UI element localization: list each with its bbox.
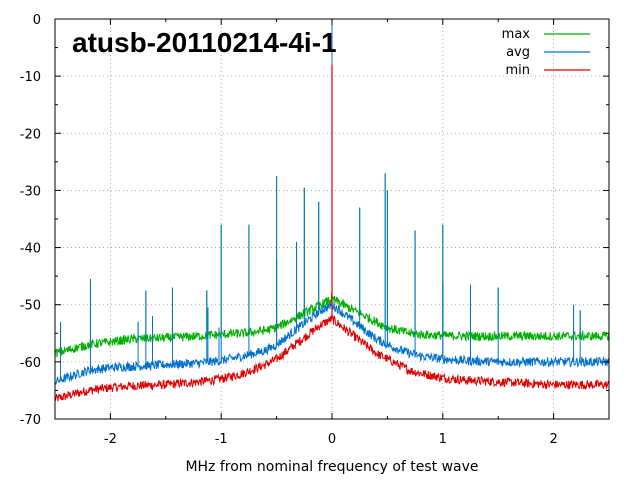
series-line-min bbox=[54, 314, 610, 402]
y-tick-label: -70 bbox=[20, 413, 41, 428]
x-axis-label: MHz from nominal frequency of test wave bbox=[185, 459, 478, 475]
y-tick-label: -30 bbox=[20, 184, 41, 199]
legend-label-max: max bbox=[502, 27, 531, 42]
y-tick-label: -10 bbox=[20, 70, 41, 85]
y-tick-label: -20 bbox=[20, 127, 41, 142]
y-tick-label: -50 bbox=[20, 299, 41, 314]
legend-label-avg: avg bbox=[506, 45, 530, 60]
x-tick-label: 2 bbox=[549, 432, 557, 447]
y-tick-label: -40 bbox=[20, 242, 41, 257]
chart-title: atusb-20110214-4i-1 bbox=[72, 27, 337, 58]
legend-label-min: min bbox=[505, 63, 530, 78]
x-tick-label: 0 bbox=[328, 432, 336, 447]
series-layer bbox=[54, 19, 610, 402]
x-tick-label: -1 bbox=[215, 432, 228, 447]
y-tick-label: -60 bbox=[20, 356, 41, 371]
x-tick-label: 1 bbox=[439, 432, 447, 447]
x-tick-label: -2 bbox=[104, 432, 117, 447]
legend: max avg min bbox=[502, 27, 590, 78]
y-tick-label: 0 bbox=[33, 13, 41, 28]
tick-layer: -70-60-50-40-30-20-100-2 -1 0 1 2 bbox=[20, 13, 610, 447]
